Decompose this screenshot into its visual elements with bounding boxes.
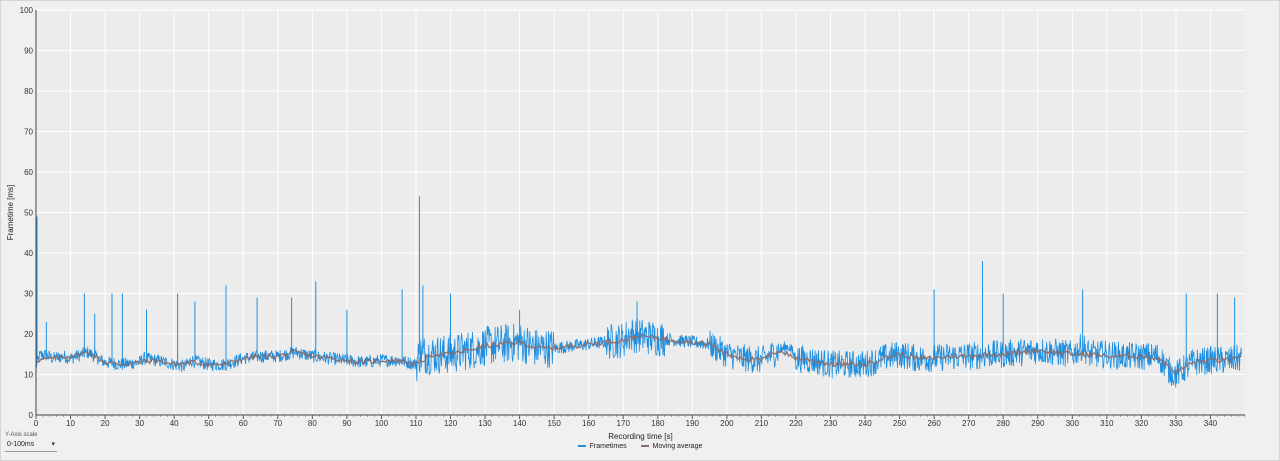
y-axis-scale-control: Y-Axis scale 0-100ms ▾ (5, 431, 57, 452)
x-tick-label: 260 (927, 419, 941, 428)
y-tick-label: 40 (24, 249, 33, 258)
y-axis-scale-value: 0-100ms (7, 441, 35, 448)
x-tick-label: 310 (1100, 419, 1114, 428)
y-axis-scale-dropdown[interactable]: 0-100ms ▾ (5, 439, 57, 452)
legend-label-frametimes: Frametimes (589, 443, 627, 450)
x-tick-label: 120 (444, 419, 458, 428)
x-tick-label: 10 (66, 419, 75, 428)
x-tick-label: 280 (997, 419, 1011, 428)
legend-swatch-frametimes (577, 445, 586, 448)
x-tick-label: 290 (1031, 419, 1045, 428)
x-tick-label: 320 (1135, 419, 1149, 428)
y-tick-label: 20 (24, 330, 33, 339)
x-tick-label: 130 (478, 419, 492, 428)
y-tick-label: 100 (20, 6, 34, 15)
x-tick-label: 190 (686, 419, 700, 428)
x-tick-label: 140 (513, 419, 527, 428)
x-tick-label: 80 (308, 419, 317, 428)
x-tick-label: 100 (375, 419, 389, 428)
y-tick-label: 0 (29, 411, 34, 420)
x-tick-label: 170 (617, 419, 631, 428)
y-tick-label: 60 (24, 168, 33, 177)
x-tick-label: 200 (720, 419, 734, 428)
x-tick-label: 50 (204, 419, 213, 428)
moving-average-series-line (35, 332, 1242, 375)
y-tick-label: 10 (24, 371, 33, 380)
x-tick-label: 210 (755, 419, 769, 428)
x-tick-label: 0 (34, 419, 39, 428)
x-tick-label: 240 (858, 419, 872, 428)
x-tick-label: 330 (1169, 419, 1183, 428)
y-tick-label: 50 (24, 209, 33, 218)
x-tick-label: 90 (342, 419, 351, 428)
y-tick-label: 70 (24, 128, 33, 137)
chevron-down-icon: ▾ (51, 441, 55, 448)
axes (35, 10, 1246, 419)
x-axis-title: Recording time [s] (608, 432, 672, 441)
y-axis-title: Frametime [ms] (6, 185, 15, 241)
legend-item-moving-average[interactable]: Moving average (640, 443, 703, 450)
legend-swatch-moving-average (640, 445, 649, 448)
x-tick-label: 40 (170, 419, 179, 428)
x-tick-label: 220 (789, 419, 803, 428)
x-tick-label: 270 (962, 419, 976, 428)
y-tick-label: 30 (24, 290, 33, 299)
x-tick-label: 60 (239, 419, 248, 428)
y-axis-scale-label: Y-Axis scale (5, 432, 38, 438)
x-tick-label: 70 (273, 419, 282, 428)
x-tick-label: 110 (410, 419, 423, 428)
y-tick-label: 80 (24, 87, 33, 96)
legend-label-moving-average: Moving average (652, 443, 703, 450)
x-tick-label: 150 (547, 419, 561, 428)
x-tick-label: 340 (1204, 419, 1218, 428)
y-tick-label: 90 (24, 47, 33, 56)
tick-labels: 0 10 20 30 40 50 60 70 80 90 100 110 120 130 140 150 160… (20, 6, 1218, 428)
x-tick-label: 230 (824, 419, 838, 428)
x-tick-label: 30 (135, 419, 144, 428)
x-tick-label: 250 (893, 419, 907, 428)
x-tick-label: 20 (101, 419, 110, 428)
x-tick-label: 180 (651, 419, 665, 428)
legend: Frametimes Moving average (0, 443, 1280, 455)
legend-item-frametimes[interactable]: Frametimes (577, 443, 627, 450)
series-layer (35, 196, 1242, 388)
x-tick-label: 160 (582, 419, 596, 428)
x-tick-label: 300 (1066, 419, 1080, 428)
